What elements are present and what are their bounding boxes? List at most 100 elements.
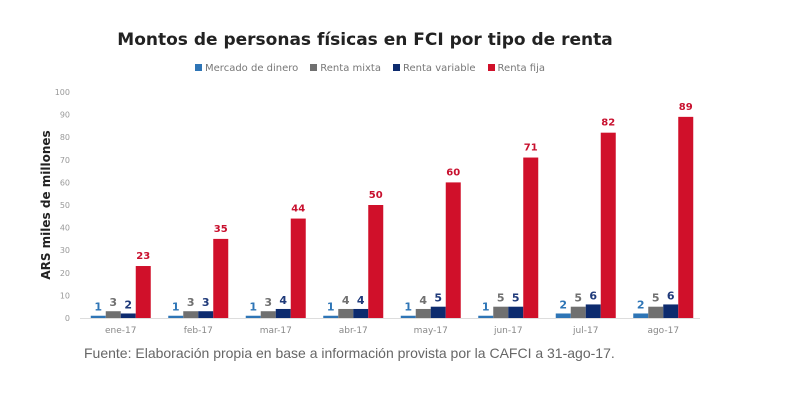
y-tick-label: 60 [60, 178, 70, 187]
x-tick-label: ago-17 [647, 326, 679, 336]
data-label: 5 [574, 292, 582, 305]
data-label: 71 [524, 143, 538, 154]
data-label: 2 [559, 298, 567, 311]
data-label: 4 [357, 294, 365, 307]
bar-renta-fija [600, 132, 616, 318]
y-tick-label: 40 [60, 224, 70, 233]
bar-renta-fija [135, 266, 151, 318]
legend-label: Renta mixta [320, 63, 381, 74]
data-label: 3 [187, 296, 195, 309]
bar-renta-mixta [260, 311, 276, 318]
y-tick-label: 50 [60, 201, 70, 210]
data-label: 1 [172, 301, 180, 314]
y-tick-label: 90 [60, 111, 70, 120]
data-label: 1 [327, 301, 335, 314]
bar-renta-fija [523, 157, 539, 318]
x-tick-label: feb-17 [184, 326, 213, 336]
y-axis-label: ARS miles de millones [39, 130, 53, 279]
legend-swatch [392, 64, 400, 71]
data-label: 2 [124, 298, 132, 311]
y-tick-label: 0 [65, 314, 70, 323]
legend-swatch [195, 64, 203, 71]
legend-item: Mercado de dinero [195, 63, 298, 74]
data-label: 4 [342, 294, 350, 307]
data-label: 1 [482, 301, 490, 314]
legend-label: Mercado de dinero [205, 63, 299, 74]
bar-renta-mixta [415, 308, 431, 318]
bar-renta-fija [368, 205, 384, 318]
bar-renta-variable [430, 306, 446, 318]
x-tick-label: ene-17 [105, 326, 136, 336]
y-tick-label: 100 [55, 88, 70, 97]
bar-mercado-de-dinero [90, 315, 106, 318]
data-label: 82 [601, 118, 615, 129]
bar-renta-mixta [338, 308, 354, 318]
legend-item: Renta variable [392, 63, 476, 74]
data-label: 1 [404, 301, 412, 314]
legend-swatch [310, 64, 318, 71]
bar-mercado-de-dinero [245, 315, 261, 318]
data-label: 23 [136, 251, 150, 262]
data-label: 6 [589, 289, 597, 302]
chart-title: Montos de personas físicas en FCI por ti… [117, 30, 613, 50]
data-label: 3 [202, 296, 210, 309]
data-label: 2 [637, 298, 645, 311]
bar-renta-variable [508, 306, 524, 318]
source-note: Fuente: Elaboración propia en base a inf… [84, 345, 615, 361]
bar-mercado-de-dinero [555, 313, 571, 318]
x-tick-label: jun-17 [493, 326, 523, 336]
x-tick-label: may-17 [414, 326, 448, 336]
bar-renta-mixta [493, 306, 509, 318]
bar-renta-variable [120, 313, 136, 318]
data-label: 35 [214, 224, 228, 235]
bar-renta-mixta [105, 311, 121, 318]
bar-renta-variable [663, 304, 679, 318]
y-tick-label: 80 [60, 133, 70, 142]
y-tick-label: 70 [60, 156, 70, 165]
x-tick-label: jul-17 [572, 326, 598, 336]
data-label: 5 [497, 292, 505, 305]
bar-mercado-de-dinero [633, 313, 649, 318]
data-label: 44 [291, 204, 305, 215]
bar-renta-mixta [570, 306, 586, 318]
bar-renta-fija [678, 116, 694, 318]
data-label: 5 [512, 292, 520, 305]
data-label: 4 [419, 294, 427, 307]
bar-renta-fija [213, 238, 229, 318]
bar-renta-fija [445, 182, 461, 318]
bar-renta-variable [353, 308, 369, 318]
legend-item: Renta fija [487, 63, 545, 74]
bar-renta-variable [198, 311, 214, 318]
bar-mercado-de-dinero [478, 315, 494, 318]
data-label: 3 [109, 296, 117, 309]
data-label: 89 [679, 102, 693, 113]
data-label: 3 [264, 296, 272, 309]
legend-label: Renta variable [402, 63, 476, 74]
data-label: 1 [249, 301, 257, 314]
bar-renta-mixta [648, 306, 664, 318]
bar-mercado-de-dinero [168, 315, 184, 318]
legend-item: Renta mixta [310, 63, 381, 74]
bar-renta-variable [585, 304, 601, 318]
bar-renta-fija [290, 218, 306, 318]
data-label: 4 [279, 294, 287, 307]
bar-mercado-de-dinero [400, 315, 416, 318]
data-label: 1 [94, 301, 102, 314]
data-label: 60 [446, 167, 460, 178]
y-tick-label: 10 [60, 291, 70, 300]
legend-label: Renta fija [497, 63, 545, 74]
bar-renta-variable [275, 308, 291, 318]
data-label: 5 [652, 292, 660, 305]
y-tick-label: 20 [60, 269, 70, 278]
x-tick-label: mar-17 [260, 326, 292, 336]
chart-legend: Mercado de dinero Renta mixta Renta variab… [0, 63, 740, 74]
data-label: 50 [369, 190, 383, 201]
y-tick-label: 30 [60, 246, 70, 255]
legend-swatch [487, 64, 495, 71]
bar-renta-mixta [183, 311, 199, 318]
data-label: 6 [667, 289, 675, 302]
bar-mercado-de-dinero [323, 315, 339, 318]
x-tick-label: abr-17 [339, 326, 368, 336]
data-label: 5 [434, 292, 442, 305]
